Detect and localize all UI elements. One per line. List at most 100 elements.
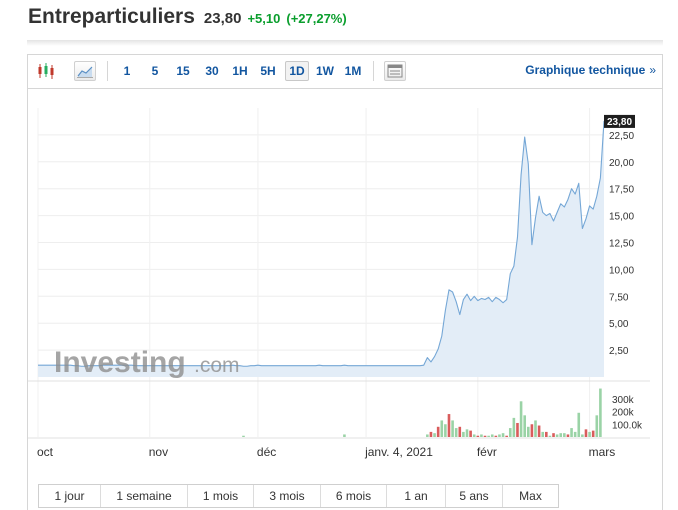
volume-bar: [526, 426, 530, 437]
volume-bar: [563, 433, 566, 437]
y-tick-label: 17,50: [609, 185, 634, 196]
price-area: [38, 120, 605, 377]
volume-bar: [599, 388, 602, 437]
volume-bar: [462, 431, 465, 437]
volume-bar: [537, 425, 541, 437]
price-line: [38, 120, 605, 367]
volume-bar: [483, 435, 487, 437]
volume-bar: [581, 434, 584, 437]
range-1-week[interactable]: 1 semaine: [101, 485, 188, 507]
volume-bar: [519, 401, 523, 437]
volume-bar: [577, 412, 581, 437]
volume-bar: [440, 420, 444, 437]
x-tick-label: févr: [477, 445, 497, 459]
y-tick-label: 12,50: [609, 239, 634, 250]
y-tick-label: 5,00: [609, 319, 629, 330]
interval-30[interactable]: 30: [205, 64, 219, 78]
technical-chart-link[interactable]: Graphique technique»: [525, 63, 656, 77]
interval-1h[interactable]: 1H: [232, 64, 248, 78]
volume-bar: [490, 434, 494, 437]
axes: 2,50 5,00 7,50 10,00 12,50 15,00 17,50 20,00 22,…: [37, 114, 643, 459]
volume-bar: [501, 433, 505, 437]
volume-bar: [559, 433, 563, 437]
interval-5[interactable]: 5: [151, 64, 159, 78]
volume-bar: [530, 424, 534, 437]
volume-bar: [480, 434, 483, 437]
price-chart[interactable]: Investing .com 2,50 5,00 7,50 10,00 12,50 15,…: [28, 88, 650, 468]
volume-bar: [343, 434, 346, 437]
investing-watermark: Investing .com: [54, 346, 240, 379]
watermark-suffix: .com: [194, 354, 240, 377]
toolbar-separator: [107, 61, 108, 81]
range-5-years[interactable]: 5 ans: [446, 485, 503, 507]
volume-bar: [588, 431, 591, 437]
indicators-icon[interactable]: [384, 61, 406, 81]
volume-bar: [451, 420, 454, 437]
technical-chart-label: Graphique technique: [525, 63, 646, 77]
area-chart-icon[interactable]: [74, 61, 96, 81]
volume-bar: [523, 415, 526, 437]
last-price: 23,80: [203, 10, 242, 27]
double-chevron-right-icon: »: [649, 63, 656, 77]
volume-bar: [476, 435, 480, 437]
y-tick-label: 7,50: [609, 292, 629, 303]
header-divider: [27, 40, 663, 46]
interval-1m[interactable]: 1M: [344, 64, 362, 78]
volume-bar: [508, 428, 512, 437]
volume-bar: [552, 433, 555, 437]
volume-bar: [512, 417, 516, 437]
volume-bar: [555, 434, 559, 437]
range-1-year[interactable]: 1 an: [387, 485, 446, 507]
range-3-months[interactable]: 3 mois: [254, 485, 321, 507]
range-selector: 1 jour 1 semaine 1 mois 3 mois 6 mois 1 …: [38, 484, 559, 508]
interval-1d[interactable]: 1D: [285, 61, 309, 81]
x-tick-label: nov: [149, 445, 168, 459]
price-area-fill: [38, 120, 604, 377]
chart-widget: 1 5 15 30 1H 5H 1D 1W 1M Graphique techn…: [27, 54, 663, 510]
volume-bar: [447, 414, 451, 437]
price-change: +5,10: [247, 11, 281, 26]
toolbar-separator: [373, 61, 374, 81]
volume-bar: [429, 431, 433, 437]
volume-bar: [458, 426, 462, 437]
interval-15[interactable]: 15: [176, 64, 190, 78]
x-tick-label: mars: [589, 445, 616, 459]
y-tick-label: 22,50: [609, 131, 634, 142]
volume-bar: [498, 434, 501, 437]
volume-tick-label: 100.0k: [612, 420, 643, 431]
volume-tick-label: 300k: [612, 395, 635, 406]
volume-bar: [494, 435, 498, 437]
watermark-main: Investing: [54, 346, 186, 379]
volume-bar: [426, 434, 429, 437]
volume-bar: [516, 422, 519, 437]
volume-bar: [566, 434, 570, 437]
price-change-percent: (+27,27%): [286, 11, 347, 26]
range-6-months[interactable]: 6 mois: [321, 485, 387, 507]
volume-bar: [465, 429, 469, 437]
volume-bars: [242, 388, 602, 437]
x-tick-label: oct: [37, 445, 54, 459]
volume-bar: [433, 433, 436, 437]
volume-bar: [548, 435, 552, 437]
range-max[interactable]: Max: [519, 489, 542, 503]
y-tick-label: 15,00: [609, 212, 634, 223]
volume-bar: [469, 430, 472, 437]
range-1-day[interactable]: 1 jour: [39, 485, 101, 507]
interval-5h[interactable]: 5H: [260, 64, 276, 78]
y-tick-label: 2,50: [609, 346, 629, 357]
candlestick-icon[interactable]: [36, 61, 58, 81]
volume-bar: [534, 420, 537, 437]
last-price-label: 23,80: [607, 117, 632, 128]
x-tick-label: janv. 4, 2021: [364, 445, 433, 459]
volume-bar: [591, 430, 595, 437]
chart-toolbar: 1 5 15 30 1H 5H 1D 1W 1M Graphique techn…: [28, 55, 662, 89]
x-tick-label: déc: [257, 445, 276, 459]
range-1-month[interactable]: 1 mois: [188, 485, 254, 507]
volume-bar: [472, 434, 476, 437]
interval-1w[interactable]: 1W: [316, 64, 334, 78]
interval-1[interactable]: 1: [123, 64, 131, 78]
instrument-name: Entreparticuliers: [28, 5, 195, 28]
instrument-header: Entreparticuliers 23,80 +5,10 (+27,27%): [28, 5, 347, 31]
volume-tick-label: 200k: [612, 408, 635, 419]
volume-bar: [573, 431, 577, 437]
